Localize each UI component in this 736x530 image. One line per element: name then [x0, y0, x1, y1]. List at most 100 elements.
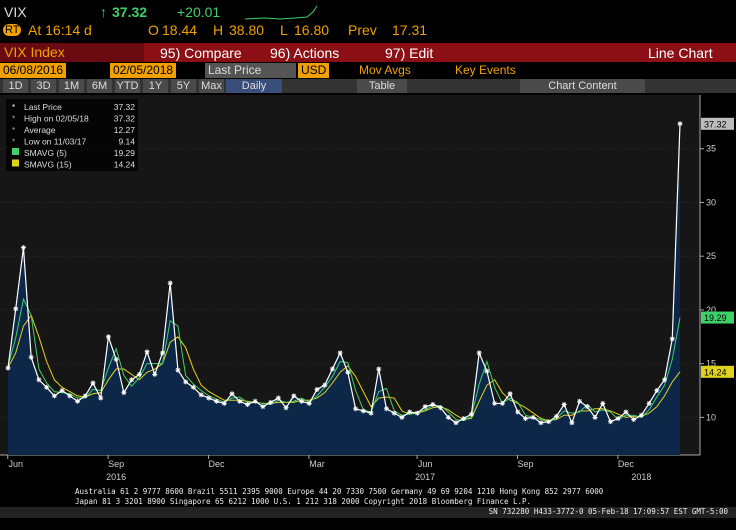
period-button[interactable]: YTD [115, 79, 140, 93]
x-tick-label: Sep [518, 459, 534, 469]
price-marker [438, 405, 444, 411]
legend-label: High on 02/05/18 [24, 114, 89, 124]
settings-row: 06/08/2016 02/05/2018 Last Price USD Mov… [0, 63, 736, 79]
price-marker [322, 382, 328, 388]
legend-label: SMAVG (15) [24, 160, 72, 170]
legend-value: 37.32 [114, 114, 136, 124]
period-button[interactable]: 5Y [171, 79, 196, 93]
price-marker [283, 405, 289, 411]
price-marker [214, 398, 220, 404]
start-date[interactable]: 06/08/2016 [0, 63, 67, 78]
realtime-icon: RT [3, 24, 22, 36]
y-tick-label: 30 [706, 197, 716, 207]
y-tick-label: 15 [706, 359, 716, 369]
price-marker [669, 336, 675, 342]
last-value-label: 37.32 [704, 119, 727, 129]
sparkline [245, 5, 318, 20]
price-marker [337, 350, 343, 356]
price-marker [237, 398, 243, 404]
table[interactable]: Table [357, 79, 407, 93]
price-marker [306, 400, 312, 406]
period-button[interactable]: 3D [31, 79, 56, 93]
period-button[interactable]: Max [199, 79, 224, 93]
price-marker [206, 395, 212, 401]
end-date[interactable]: 02/05/2018 [110, 63, 177, 78]
price-marker [314, 386, 320, 392]
price-marker [461, 415, 467, 421]
ticker: VIX [4, 4, 27, 20]
toolbar: VIX Index 95) Compare 96) Actions 97) Ed… [0, 43, 736, 62]
field[interactable]: Last Price [205, 63, 296, 78]
y-tick-label: 25 [706, 251, 716, 261]
x-tick-label: Dec [209, 459, 226, 469]
price-marker [360, 408, 366, 414]
mov-avgs[interactable]: Mov Avgs [359, 63, 411, 77]
price-marker [638, 412, 644, 418]
price-marker [175, 367, 181, 373]
x-tick-label: Mar [309, 459, 325, 469]
y-tick-label: 10 [706, 412, 716, 422]
price-marker [98, 395, 104, 401]
price-marker [229, 391, 235, 397]
low-label: L [280, 22, 288, 38]
price-marker [376, 366, 382, 372]
price-marker [623, 409, 629, 415]
prev-label: Prev [348, 22, 377, 38]
legend-label: Last Price [24, 102, 62, 112]
last-value-label: 19.29 [704, 313, 727, 323]
price-marker [414, 410, 420, 416]
legend-label: Low on 11/03/17 [24, 137, 86, 147]
price-marker [523, 415, 529, 421]
price-marker [36, 377, 42, 383]
price-marker [662, 377, 668, 383]
legend-swatch [12, 148, 19, 155]
open-label: O [148, 22, 159, 38]
high: 38.80 [229, 22, 265, 38]
chart-kind[interactable]: Line Chart [648, 45, 713, 61]
high-label: H [213, 22, 224, 38]
security[interactable]: VIX Index [0, 43, 144, 62]
frequency[interactable]: Daily [226, 79, 282, 93]
legend-label: SMAVG (5) [24, 148, 67, 158]
price-marker [159, 350, 165, 356]
legend-value: 37.32 [114, 102, 136, 112]
price-marker [13, 306, 19, 312]
legend-value: 12.27 [114, 125, 136, 135]
price-marker [144, 349, 150, 355]
price-marker [244, 401, 250, 407]
price-marker [105, 334, 111, 340]
x-tick-label: Sep [108, 459, 124, 469]
period-button[interactable]: 1D [3, 79, 28, 93]
compare[interactable]: 95) Compare [160, 45, 242, 61]
period-button[interactable]: 6M [87, 79, 112, 93]
price-area [8, 123, 680, 456]
price-marker [515, 409, 521, 415]
currency[interactable]: USD [298, 63, 330, 78]
price-marker [484, 368, 490, 374]
footer-line: SN 732280 H433-3772-0 05-Feb-18 17:09:57… [0, 507, 736, 518]
series-line [7, 314, 681, 422]
price-marker [430, 401, 436, 407]
price-marker [82, 393, 88, 399]
price-marker [90, 380, 96, 386]
key-events[interactable]: Key Events [455, 63, 516, 77]
last-value-tag [701, 117, 734, 130]
chart-content[interactable]: Chart Content [520, 79, 645, 93]
edit[interactable]: 97) Edit [385, 45, 434, 61]
price-marker [499, 400, 505, 406]
price-marker [399, 414, 405, 420]
price-marker [553, 413, 559, 419]
x-year-label: 2017 [415, 472, 435, 482]
change: +20.01 [177, 4, 221, 20]
period-button[interactable]: 1Y [143, 79, 168, 93]
price-marker [407, 409, 413, 415]
actions[interactable]: 96) Actions [270, 45, 340, 61]
price-marker [600, 400, 606, 406]
price-marker [592, 414, 598, 420]
last-price: 37.32 [112, 4, 148, 20]
period-button[interactable]: 1M [59, 79, 84, 93]
price-marker [183, 379, 189, 385]
last-value-tag [701, 365, 734, 378]
price-marker [569, 420, 575, 426]
